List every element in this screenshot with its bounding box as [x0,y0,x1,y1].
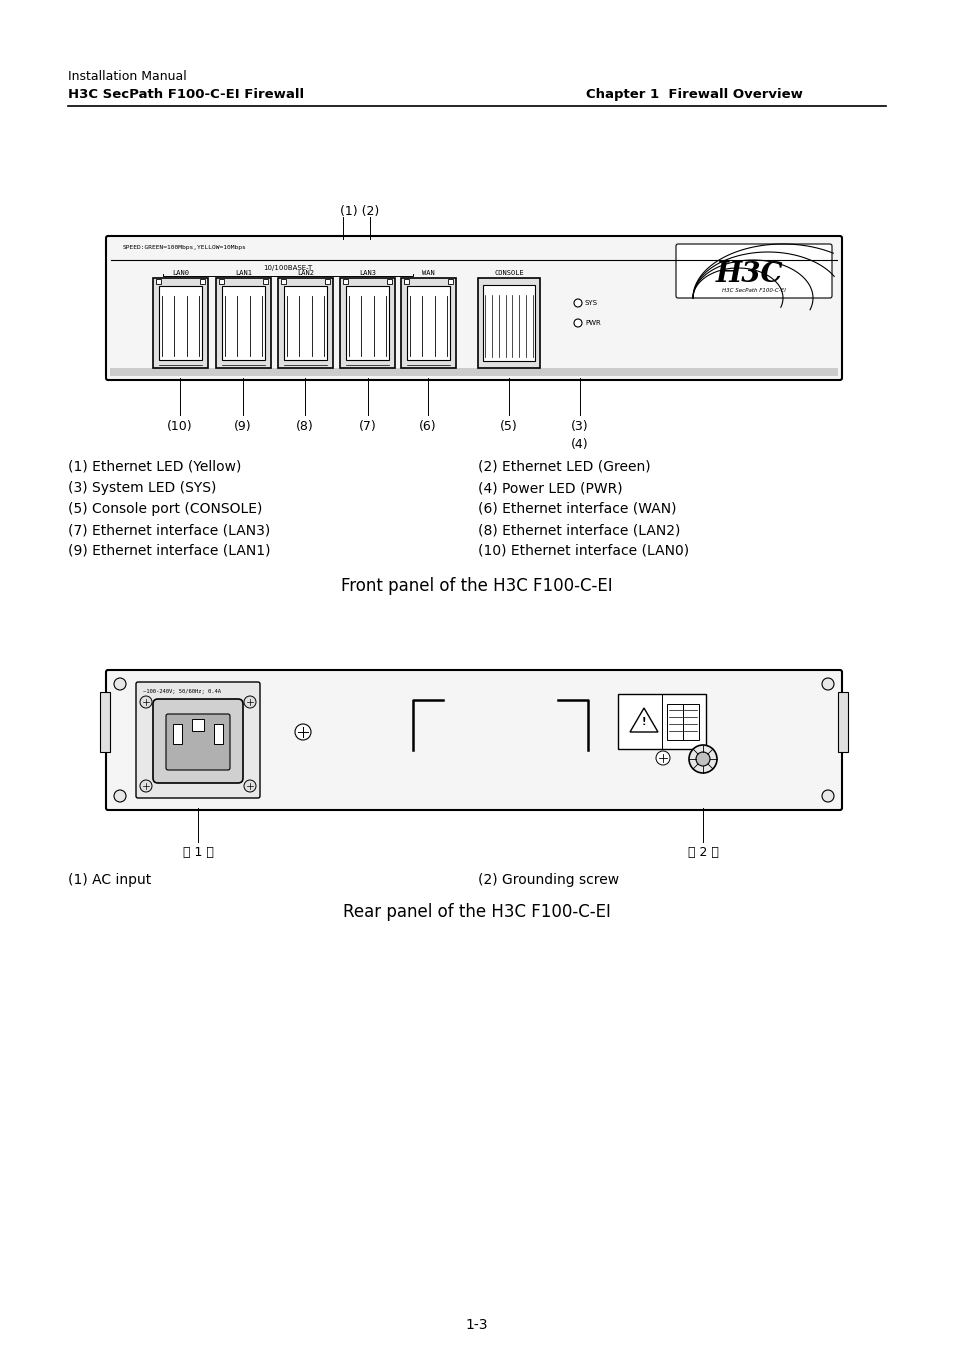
Text: SPEED:GREEN=100Mbps,YELLOW=10Mbps: SPEED:GREEN=100Mbps,YELLOW=10Mbps [123,245,247,251]
Bar [682,705,699,740]
Circle shape [688,745,717,772]
Text: WAN: WAN [421,270,435,276]
Text: LAN0: LAN0 [172,270,189,276]
Text: 1-3: 1-3 [465,1318,488,1332]
Bar [263,279,268,285]
Bar [666,705,682,740]
Text: (1) (2): (1) (2) [340,205,379,218]
Text: ~100-240V; 50/60Hz; 0.4A: ~100-240V; 50/60Hz; 0.4A [143,688,221,694]
Text: H3C SecPath F100-C-EI: H3C SecPath F100-C-EI [721,287,785,293]
Text: (9) Ethernet interface (LAN1): (9) Ethernet interface (LAN1) [68,543,271,558]
Bar [100,692,110,752]
FancyBboxPatch shape [166,714,230,770]
Text: Rear panel of the H3C F100-C-EI: Rear panel of the H3C F100-C-EI [343,902,610,921]
Bar [284,286,327,360]
Text: (1) Ethernet LED (Yellow): (1) Ethernet LED (Yellow) [68,459,241,474]
Circle shape [656,751,669,766]
Bar [343,279,348,285]
Bar [213,724,223,744]
Bar [192,720,204,730]
Text: CONSOLE: CONSOLE [494,270,523,276]
Bar [215,278,271,369]
Circle shape [821,678,833,690]
Text: (8) Ethernet interface (LAN2): (8) Ethernet interface (LAN2) [477,523,679,537]
Bar [346,286,389,360]
Text: (6): (6) [418,420,436,434]
Bar [482,285,535,360]
Text: （ 2 ）: （ 2 ） [687,846,718,859]
Text: (3): (3) [571,420,588,434]
Text: (8): (8) [295,420,314,434]
Text: (6) Ethernet interface (WAN): (6) Ethernet interface (WAN) [477,501,676,516]
Text: (9): (9) [233,420,252,434]
Bar [407,286,450,360]
FancyBboxPatch shape [106,669,841,810]
Bar [110,369,837,375]
Text: H3C: H3C [715,260,782,287]
Text: (1) AC input: (1) AC input [68,873,152,888]
Text: (10) Ethernet interface (LAN0): (10) Ethernet interface (LAN0) [477,543,688,558]
Bar [325,279,330,285]
Text: (10): (10) [167,420,193,434]
Text: (7) Ethernet interface (LAN3): (7) Ethernet interface (LAN3) [68,523,270,537]
Circle shape [140,696,152,709]
Text: LAN1: LAN1 [234,270,252,276]
Circle shape [294,724,311,740]
Bar [403,279,409,285]
FancyBboxPatch shape [136,682,260,798]
Bar [448,279,453,285]
Bar [172,724,182,744]
Bar [277,278,333,369]
Text: 10/100BASE-T: 10/100BASE-T [263,266,313,271]
Bar [477,278,539,369]
Bar [400,278,456,369]
Text: (5): (5) [499,420,517,434]
Circle shape [244,780,255,793]
Text: LAN3: LAN3 [358,270,375,276]
Circle shape [696,752,709,766]
Text: Installation Manual: Installation Manual [68,70,187,83]
Bar [200,279,205,285]
Circle shape [574,318,581,327]
Text: (2) Ethernet LED (Green): (2) Ethernet LED (Green) [477,459,650,474]
Circle shape [244,696,255,709]
Text: PWR: PWR [584,320,600,327]
Bar [222,286,265,360]
Text: Front panel of the H3C F100-C-EI: Front panel of the H3C F100-C-EI [341,577,612,595]
Circle shape [140,780,152,793]
Bar [339,278,395,369]
Bar [618,694,705,749]
Bar [837,692,847,752]
Bar [159,286,202,360]
Text: Chapter 1  Firewall Overview: Chapter 1 Firewall Overview [585,88,802,102]
Bar [387,279,392,285]
Circle shape [574,299,581,308]
FancyBboxPatch shape [106,236,841,379]
Text: H3C SecPath F100-C-EI Firewall: H3C SecPath F100-C-EI Firewall [68,88,304,102]
Text: !: ! [641,717,645,728]
Bar [281,279,286,285]
Text: (4): (4) [571,438,588,451]
Bar [156,279,161,285]
Circle shape [821,790,833,802]
Circle shape [113,678,126,690]
Text: (4) Power LED (PWR): (4) Power LED (PWR) [477,481,622,495]
Bar [152,278,208,369]
FancyBboxPatch shape [152,699,243,783]
Bar [219,279,224,285]
Text: (2) Grounding screw: (2) Grounding screw [477,873,618,888]
Text: (5) Console port (CONSOLE): (5) Console port (CONSOLE) [68,501,262,516]
Text: SYS: SYS [584,299,598,306]
Text: (3) System LED (SYS): (3) System LED (SYS) [68,481,216,495]
Circle shape [113,790,126,802]
FancyBboxPatch shape [676,244,831,298]
Text: (7): (7) [358,420,376,434]
Text: LAN2: LAN2 [296,270,314,276]
Text: （ 1 ）: （ 1 ） [182,846,213,859]
